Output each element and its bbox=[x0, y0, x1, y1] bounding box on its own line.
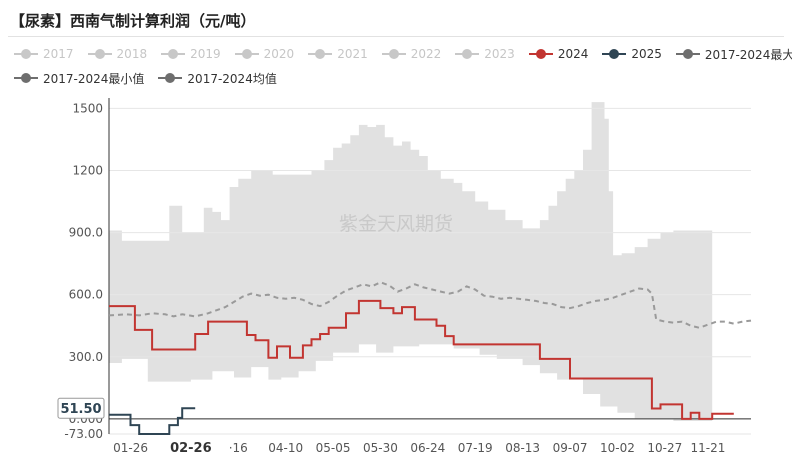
tooltip-value-box bbox=[57, 397, 105, 419]
legend-item-2022[interactable]: 2022 bbox=[381, 47, 442, 61]
legend-row: 2017 2018 2019 2020 2021 2022 2023 2024 2025 2017… bbox=[14, 42, 792, 66]
legend-marker-icon bbox=[158, 73, 183, 83]
x-tick-label: 07-19 bbox=[458, 441, 493, 455]
legend-item-2017-2024最小值[interactable]: 2017-2024最小值 bbox=[14, 70, 144, 87]
legend-marker-icon bbox=[528, 49, 553, 59]
x-tick-label: 06-24 bbox=[410, 441, 445, 455]
legend-marker-icon bbox=[161, 49, 186, 59]
x-tick-label: 04-10 bbox=[268, 441, 303, 455]
y-tick-label: -73.00 bbox=[64, 427, 103, 441]
legend-item-2017[interactable]: 2017 bbox=[14, 47, 74, 61]
legend-marker-icon bbox=[602, 49, 627, 59]
x-tick-label: 11-21 bbox=[690, 441, 725, 455]
legend-marker-icon bbox=[234, 49, 259, 59]
legend-item-2018[interactable]: 2018 bbox=[87, 47, 148, 61]
legend-label: 2017-2024最大值 bbox=[704, 47, 792, 62]
legend-marker-icon bbox=[14, 49, 38, 59]
legend-item-2021[interactable]: 2021 bbox=[308, 47, 368, 61]
series-line-2025 bbox=[109, 407, 196, 435]
y-tick-label: 1500 bbox=[72, 101, 103, 115]
legend-label: 2017 bbox=[43, 47, 74, 61]
x-tick-label: 08-13 bbox=[505, 441, 540, 455]
legend-label: 2025 bbox=[631, 47, 662, 61]
title-divider bbox=[8, 36, 784, 37]
x-tick-label: 09-07 bbox=[553, 441, 588, 455]
legend-marker-icon bbox=[87, 49, 112, 59]
legend-label: 2020 bbox=[263, 47, 295, 61]
y-tick-label: 600.0 bbox=[69, 288, 103, 302]
legend-marker-icon bbox=[455, 49, 480, 59]
y-tick-label: 1200 bbox=[72, 163, 103, 177]
legend-item-2020[interactable]: 2020 bbox=[234, 47, 295, 61]
series-line-mean bbox=[108, 281, 752, 329]
legend-label: 2017-2024均值 bbox=[187, 71, 277, 86]
legend-label: 2021 bbox=[337, 47, 368, 61]
tooltip-value-label: 51.50 bbox=[60, 402, 101, 417]
legend-label: 2019 bbox=[190, 47, 221, 61]
legend-marker-icon bbox=[14, 73, 38, 83]
x-tick-label: 01-26 bbox=[113, 441, 148, 455]
x-tick-label: ·16 bbox=[229, 441, 248, 455]
legend-row: 2017-2024最小值 2017-2024均值 bbox=[14, 66, 784, 90]
legend-marker-icon bbox=[308, 49, 333, 59]
legend-label: 2017-2024最小值 bbox=[43, 71, 145, 86]
legend-item-2023[interactable]: 2023 bbox=[455, 47, 515, 61]
legend-item-2024[interactable]: 2024 bbox=[528, 47, 589, 61]
legend-label: 2022 bbox=[410, 47, 442, 61]
x-tick-label: 10-27 bbox=[647, 441, 682, 455]
legend-label: 2023 bbox=[484, 47, 515, 61]
legend-item-2019[interactable]: 2019 bbox=[161, 47, 221, 61]
x-tick-label: 02-26 bbox=[170, 441, 212, 456]
chart-title: 【尿素】西南气制计算利润（元/吨） bbox=[10, 12, 256, 30]
legend-marker-icon bbox=[675, 49, 700, 59]
y-tick-label: 900.0 bbox=[69, 226, 103, 240]
legend-item-2025[interactable]: 2025 bbox=[602, 47, 662, 61]
legend-marker-icon bbox=[381, 49, 406, 59]
chart-legend: 2017 2018 2019 2020 2021 2022 2023 2024 2025 2017… bbox=[14, 42, 792, 90]
x-tick-label: 05-30 bbox=[363, 441, 398, 455]
x-tick-label: 05-05 bbox=[316, 441, 351, 455]
y-tick-label: 300.0 bbox=[69, 350, 103, 364]
series-line-2024 bbox=[109, 299, 734, 420]
range-band bbox=[109, 102, 713, 421]
legend-item-2017-2024均值[interactable]: 2017-2024均值 bbox=[158, 70, 277, 87]
legend-item-2017-2024最大值[interactable]: 2017-2024最大值 bbox=[675, 46, 792, 63]
legend-label: 2018 bbox=[116, 47, 148, 61]
legend-label: 2024 bbox=[557, 47, 589, 61]
watermark-text: 紫金天风期货 bbox=[339, 213, 453, 235]
x-tick-label: 10-02 bbox=[600, 441, 635, 455]
